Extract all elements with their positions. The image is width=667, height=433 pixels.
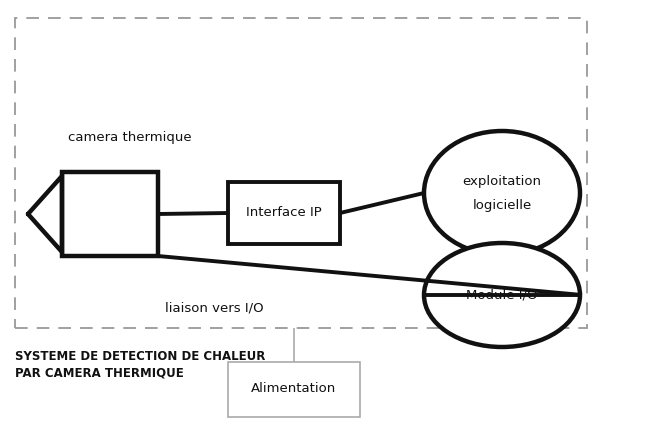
Text: exploitation: exploitation xyxy=(462,174,542,187)
Ellipse shape xyxy=(424,131,580,255)
Text: Interface IP: Interface IP xyxy=(246,207,322,220)
Text: PAR CAMERA THERMIQUE: PAR CAMERA THERMIQUE xyxy=(15,366,183,379)
Text: Module I/O: Module I/O xyxy=(466,288,538,301)
Bar xyxy=(228,362,360,417)
Text: logicielle: logicielle xyxy=(472,198,532,211)
Bar xyxy=(15,18,587,328)
Ellipse shape xyxy=(424,243,580,347)
Bar xyxy=(228,182,340,244)
Text: Alimentation: Alimentation xyxy=(251,382,337,395)
Text: SYSTEME DE DETECTION DE CHALEUR: SYSTEME DE DETECTION DE CHALEUR xyxy=(15,350,265,363)
Bar xyxy=(62,172,158,256)
Text: liaison vers I/O: liaison vers I/O xyxy=(165,301,263,314)
Text: camera thermique: camera thermique xyxy=(68,132,191,145)
